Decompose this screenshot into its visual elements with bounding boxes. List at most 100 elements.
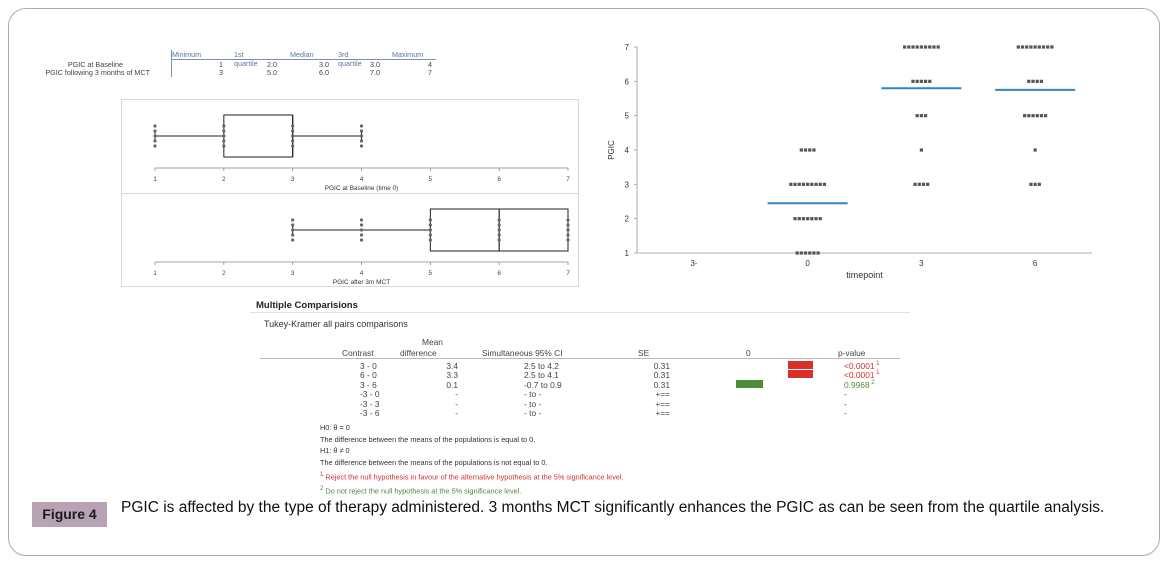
scatter-point	[1023, 114, 1027, 118]
mc-se: 0.31	[653, 361, 670, 371]
qt-cell: 1	[219, 60, 223, 69]
scatter-point	[915, 45, 919, 49]
scatter-point	[923, 79, 928, 83]
data-point	[291, 223, 295, 227]
mc-table: Contrast Mean difference Simultaneous 95…	[260, 336, 900, 421]
scatter-point	[1041, 45, 1046, 49]
scatter-point	[812, 148, 816, 152]
scatter-point	[913, 182, 917, 186]
mc-contrast: -3 - 3	[360, 398, 380, 409]
mc-row: 3 - 0 3.4 2.5 to 4.2 0.31 <0.0001 1	[260, 361, 900, 371]
scatter-point	[923, 114, 928, 118]
mc-header-rule	[260, 358, 900, 359]
scatter-point	[795, 251, 799, 255]
tick-label: 7	[566, 176, 570, 183]
data-point	[222, 134, 226, 138]
mc-se: +==	[655, 398, 670, 409]
mc-pvalue: <0.0001 1	[844, 361, 880, 371]
data-point	[359, 238, 364, 242]
mc-ci: - to -	[524, 389, 542, 400]
tick-label: 6	[497, 176, 501, 183]
data-point	[428, 218, 432, 222]
mc-header-contrast: Contrast	[342, 348, 374, 358]
qt-cell: 2.0	[267, 60, 277, 69]
scatter-point	[1031, 114, 1035, 118]
iqr-box	[223, 114, 294, 158]
mc-subtitle: Tukey-Kramer all pairs comparisons	[264, 319, 408, 329]
data-point	[497, 218, 501, 222]
mc-ci-bar	[788, 361, 813, 369]
scatter-point	[818, 217, 822, 221]
y-axis-label: PGIC	[607, 140, 616, 160]
scatter-point	[814, 217, 818, 221]
qt-cell: 7	[428, 68, 432, 77]
scatter-point	[799, 251, 803, 255]
tick-label: 5	[429, 270, 433, 277]
mc-se: +==	[655, 389, 670, 400]
mc-row: 3 - 6 0.1 -0.7 to 0.9 0.31 0.9968 2	[260, 379, 900, 390]
qt-header-min: Minimum	[172, 50, 202, 59]
scatter-point	[808, 148, 812, 152]
scatter-point	[919, 148, 923, 152]
data-point	[428, 228, 432, 232]
hypothesis-notes: H0: θ = 0 The difference between the mea…	[320, 422, 624, 497]
mc-se: 0.31	[653, 370, 670, 381]
scatter-point	[919, 79, 923, 83]
data-point	[566, 228, 570, 232]
data-point	[497, 233, 501, 237]
data-point	[291, 129, 295, 133]
qt-header-rule	[172, 59, 436, 60]
qt-cell: 4	[428, 60, 432, 69]
scatter-point	[1031, 79, 1035, 83]
scatter-point	[923, 45, 928, 49]
scatter-point	[919, 114, 923, 118]
mc-ci-bar	[788, 370, 813, 379]
qt-header-q1: 1st quartile	[234, 50, 258, 68]
y-tick-label: 7	[625, 43, 630, 52]
y-tick-label: 3	[625, 180, 630, 189]
tick-label: 3	[291, 270, 295, 277]
mc-ci: 2.5 to 4.2	[524, 361, 559, 371]
data-point	[153, 124, 157, 128]
data-point	[566, 238, 570, 242]
scatter-point	[810, 217, 814, 221]
data-point	[153, 144, 157, 148]
mc-ci: 2.5 to 4.1	[524, 370, 559, 381]
h1-text: The difference between the means of the …	[320, 458, 548, 468]
data-point	[359, 144, 364, 148]
mc-pvalue: -	[844, 389, 847, 400]
data-point	[566, 218, 570, 222]
mc-se: +==	[655, 408, 670, 418]
mc-diff: -	[455, 398, 458, 409]
scatter-point	[1039, 79, 1044, 83]
scatter-point	[803, 148, 808, 152]
data-point	[153, 134, 157, 138]
mc-diff: 3.4	[446, 361, 458, 371]
h0-text: The difference between the means of the …	[320, 434, 536, 444]
data-point	[566, 223, 570, 227]
mc-row: -3 - 6 - - to - +== -	[260, 408, 900, 418]
mc-contrast: -3 - 6	[360, 408, 380, 418]
scatter-point	[926, 182, 930, 186]
figure-caption: PGIC is affected by the type of therapy …	[121, 499, 1105, 516]
data-point	[359, 233, 364, 237]
data-point	[359, 218, 364, 222]
boxplot-baseline-panel: 1 2 3 4 5 6 7 PGIC at Baseline (time 0)	[121, 99, 579, 195]
qt-cell: 5.0	[267, 68, 277, 77]
y-tick-label: 2	[625, 215, 630, 224]
mc-pvalue: 0.9968 2	[844, 379, 875, 390]
scatter-point	[808, 251, 812, 255]
scatter-point	[1033, 148, 1037, 152]
tick-label: 3	[291, 176, 295, 183]
mc-row: -3 - 3 - - to - +== -	[260, 399, 900, 409]
qt-cell: 3.0	[370, 60, 380, 69]
mc-header-zero: 0	[746, 348, 751, 358]
tick-label: 5	[429, 176, 433, 183]
scatter-point	[803, 251, 808, 255]
data-point	[497, 238, 501, 242]
x-tick-label: 6	[1033, 259, 1038, 268]
x-tick-label: 3	[919, 259, 924, 268]
noreject-sup: 2	[320, 484, 324, 492]
scatter-point	[1029, 182, 1033, 186]
mc-se: 0.31	[653, 379, 670, 390]
